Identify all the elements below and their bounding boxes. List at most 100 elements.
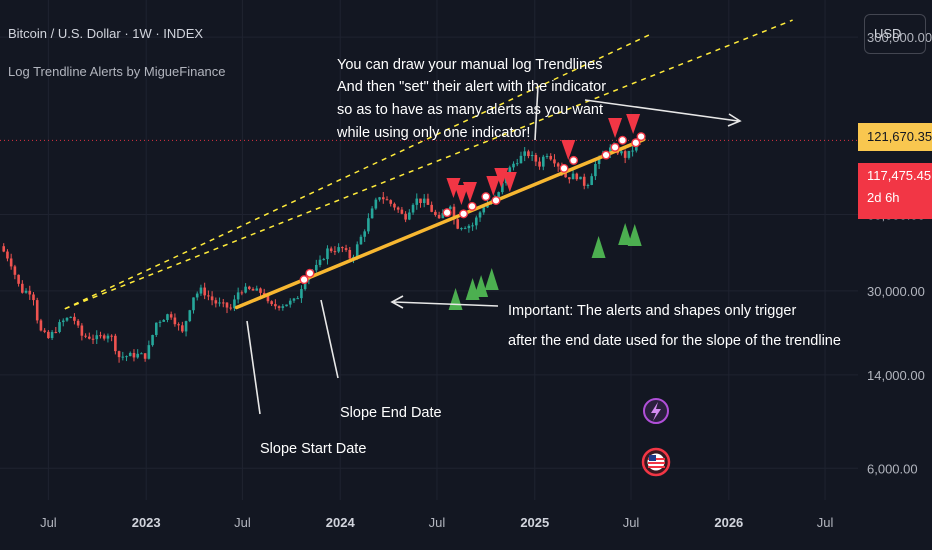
- cross-circle: [459, 209, 469, 219]
- candle-body: [35, 300, 39, 321]
- annotation-arrows: [246, 85, 742, 415]
- candle-body: [173, 317, 177, 325]
- candle-body: [408, 212, 411, 220]
- candle-body: [370, 208, 374, 219]
- candle-body: [475, 217, 478, 226]
- candle-body: [9, 258, 13, 267]
- candle-body: [620, 151, 623, 154]
- price-axis[interactable]: 300,000.0060,000.0030,000.0014,000.006,0…: [867, 30, 932, 476]
- candle-body: [329, 248, 333, 252]
- sell-marker: [454, 185, 469, 205]
- candle-body: [586, 184, 590, 186]
- candle-body: [91, 338, 95, 340]
- top-note-line-1: You can draw your manual log Trendlines: [337, 57, 602, 73]
- candle-body: [389, 200, 393, 204]
- candle-body: [281, 306, 285, 308]
- cross-circle: [299, 275, 309, 285]
- last-price-tag: 117,475.45 2d 6h: [858, 163, 932, 219]
- important-note-line-2: after the end date used for the slope of…: [508, 333, 841, 349]
- cross-circle: [601, 150, 611, 160]
- currency-button[interactable]: USD: [864, 14, 926, 54]
- candle-body: [121, 356, 125, 358]
- y-tick-label: 30,000.00: [867, 284, 925, 299]
- candle-body: [184, 321, 188, 332]
- candle-body: [158, 321, 162, 323]
- candle-body: [396, 207, 400, 210]
- candle-body: [538, 161, 541, 167]
- candle-body: [512, 163, 515, 168]
- arrow-top-right: [584, 99, 742, 127]
- x-tick-label: Jul: [623, 515, 640, 530]
- candle-body: [415, 198, 419, 205]
- candle-body: [419, 198, 422, 204]
- candle-body: [39, 320, 43, 331]
- candle-body: [579, 176, 582, 180]
- x-tick-label: Jul: [40, 515, 57, 530]
- candle-body: [162, 319, 166, 322]
- candle-body: [110, 335, 113, 337]
- candle-body: [207, 295, 210, 297]
- top-note: You can draw your manual log Trendlines …: [336, 57, 606, 141]
- candle-body: [404, 213, 407, 220]
- candle-body: [218, 302, 221, 304]
- x-tick-label: 2025: [520, 515, 549, 530]
- candle-body: [50, 331, 54, 339]
- time-axis[interactable]: Jul 2023 Jul 2024 Jul 2025 Jul 2026 Jul: [40, 515, 833, 530]
- cross-circle: [491, 195, 501, 205]
- candle-body: [471, 225, 474, 227]
- candle-body: [631, 150, 634, 152]
- candle-body: [393, 203, 396, 208]
- indicator-name[interactable]: Log Trendline Alerts by MigueFinance: [8, 64, 226, 79]
- cross-circle: [636, 132, 646, 142]
- x-tick-label: 2026: [714, 515, 743, 530]
- candle-body: [337, 247, 340, 252]
- dashed-channel-line: [64, 19, 793, 310]
- candle-body: [6, 251, 9, 259]
- candle-body: [151, 334, 154, 346]
- candle-body: [221, 302, 225, 304]
- candle-body: [125, 356, 128, 358]
- candle-body: [17, 274, 20, 284]
- candle-body: [244, 286, 247, 293]
- candle-body: [292, 298, 296, 301]
- candle-body: [24, 290, 28, 293]
- x-tick-label: 2023: [132, 515, 161, 530]
- symbol-title[interactable]: Bitcoin / U.S. Dollar · 1W · INDEX: [8, 26, 204, 41]
- countdown-value: 2d 6h: [867, 190, 900, 205]
- cross-circle: [467, 201, 477, 211]
- candle-body: [545, 155, 549, 157]
- candle-body: [106, 335, 110, 339]
- dashed-channel-line: [64, 32, 653, 310]
- candle-body: [482, 207, 486, 213]
- candle-body: [575, 173, 579, 180]
- candle-body: [594, 163, 597, 177]
- y-tick-label: 6,000.00: [867, 461, 918, 476]
- candle-body: [315, 264, 318, 271]
- cross-circle: [559, 163, 569, 173]
- us-flag-icon[interactable]: [641, 447, 671, 477]
- candle-body: [32, 294, 35, 301]
- candle-body: [169, 314, 173, 318]
- candle-body: [274, 304, 277, 307]
- y-tick-label: 14,000.00: [867, 368, 925, 383]
- candle-body: [277, 306, 281, 308]
- sell-marker: [446, 178, 461, 198]
- buy-marker: [474, 275, 489, 297]
- candle-body: [285, 304, 288, 307]
- cross-circle: [610, 142, 620, 152]
- buy-marker: [627, 224, 642, 246]
- candle-body: [181, 325, 184, 332]
- candle-body: [251, 288, 255, 291]
- candle-body: [76, 320, 80, 326]
- sell-marker: [486, 176, 501, 196]
- lightning-icon[interactable]: [643, 398, 669, 424]
- candle-body: [114, 335, 117, 352]
- x-tick-label: Jul: [429, 515, 446, 530]
- candle-body: [229, 307, 233, 309]
- candle-body: [140, 353, 143, 355]
- candle-body: [300, 289, 303, 299]
- x-tick-label: 2024: [326, 515, 356, 530]
- candle-body: [523, 151, 526, 156]
- arrow-important: [390, 295, 499, 309]
